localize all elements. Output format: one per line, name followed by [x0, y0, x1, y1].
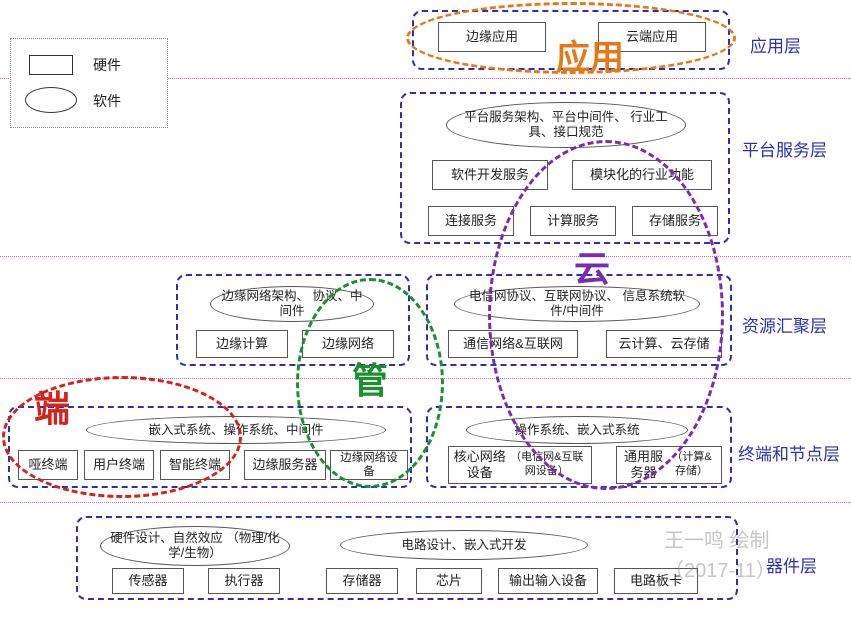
layer-label: 平台服务层 — [742, 136, 827, 161]
watermark-text: 王一鸣 绘制 — [664, 524, 770, 553]
hardware-box: 执行器 — [208, 568, 280, 594]
hardware-box: 传感器 — [112, 568, 184, 594]
hardware-box: 存储器 — [326, 568, 398, 594]
software-ellipse: 电路设计、嵌入式开发 — [340, 530, 588, 560]
layer-label: 资源汇聚层 — [742, 312, 827, 337]
category-ring — [488, 140, 724, 490]
legend-ellipse-icon — [25, 87, 77, 113]
layer-label: 终端和节点层 — [738, 440, 840, 465]
hardware-box: 边缘计算 — [196, 330, 288, 358]
hardware-box: 边缘服务器 — [244, 450, 326, 480]
legend-box: 硬件 软件 — [10, 38, 168, 128]
software-ellipse: 硬件设计、自然效应 （物理/化学/生物） — [100, 526, 290, 566]
separator — [0, 256, 851, 257]
category-label: 管 — [352, 352, 388, 404]
diagram-stage: { "canvas":{"w":851,"h":622,"bg":"#fffff… — [0, 0, 851, 622]
category-label: 端 — [34, 380, 70, 432]
separator — [0, 502, 851, 503]
category-label: 云 — [574, 240, 610, 292]
hardware-box: 输出输入设备 — [498, 568, 598, 594]
category-label: 应用 — [556, 30, 624, 79]
legend-ellipse-label: 软件 — [93, 91, 121, 111]
software-ellipse: 平台服务架构、平台中间件、 行业工具、接口规范 — [446, 102, 686, 148]
legend-rect-icon — [29, 55, 73, 75]
legend-rect-label: 硬件 — [93, 55, 121, 75]
watermark-text: （2017-11） — [664, 554, 776, 583]
hardware-box: 芯片 — [416, 568, 482, 594]
layer-label: 应用层 — [750, 32, 801, 57]
